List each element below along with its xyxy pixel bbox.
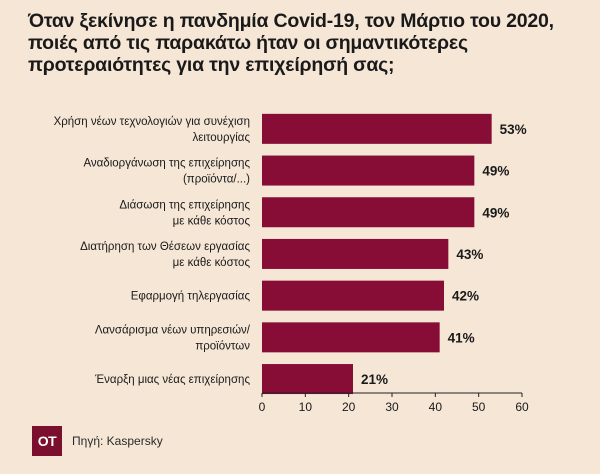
category-label: Εφαρμογή τηλεργασίας [131,291,251,303]
category-label: λειτουργίας [192,132,250,144]
x-tick-label: 0 [259,400,266,414]
bar-value-label: 43% [456,247,483,262]
category-label: με κάθε κόστος [173,215,251,227]
bar-value-label: 49% [482,205,509,220]
bar [262,280,444,311]
bar [262,197,475,228]
category-label: Έναρξη μιας νέας επιχείρησης [94,374,250,386]
category-label: Διατήρηση των Θέσεων εργασίας [80,241,250,253]
bar-value-label: 21% [361,372,388,387]
bar-value-label: 49% [482,164,509,179]
footer: OT Πηγή: Kaspersky [32,426,163,456]
x-tick-label: 40 [429,400,443,414]
category-label: (προϊόντα/...) [183,174,250,186]
bar [262,113,492,144]
source-text: Πηγή: Kaspersky [72,434,163,448]
category-label: Χρήση νέων τεχνολογιών για συνέχιση [54,116,250,128]
brand-logo: OT [32,426,62,456]
x-tick-label: 30 [385,400,399,414]
x-tick-label: 10 [299,400,313,414]
x-tick-label: 60 [515,400,529,414]
x-tick-label: 50 [472,400,486,414]
category-label: προϊόντων [195,340,250,352]
bar [262,155,475,186]
category-label: με κάθε κόστος [173,257,251,269]
bar-value-label: 42% [452,289,479,304]
bar [262,238,449,269]
bar [262,322,440,353]
category-label: Αναδιοργάνωση της επιχείρησης [83,158,250,170]
x-tick-label: 20 [342,400,356,414]
bar [262,364,353,395]
bar-value-label: 41% [448,330,475,345]
bar-value-label: 53% [500,122,527,137]
chart-title: Όταν ξεκίνησε η πανδημία Covid-19, τον Μ… [28,10,554,76]
category-label: Διάσωση της επιχείρησης [119,199,250,211]
category-label: Λανσάρισμα νέων υπηρεσιών/ [95,324,251,336]
